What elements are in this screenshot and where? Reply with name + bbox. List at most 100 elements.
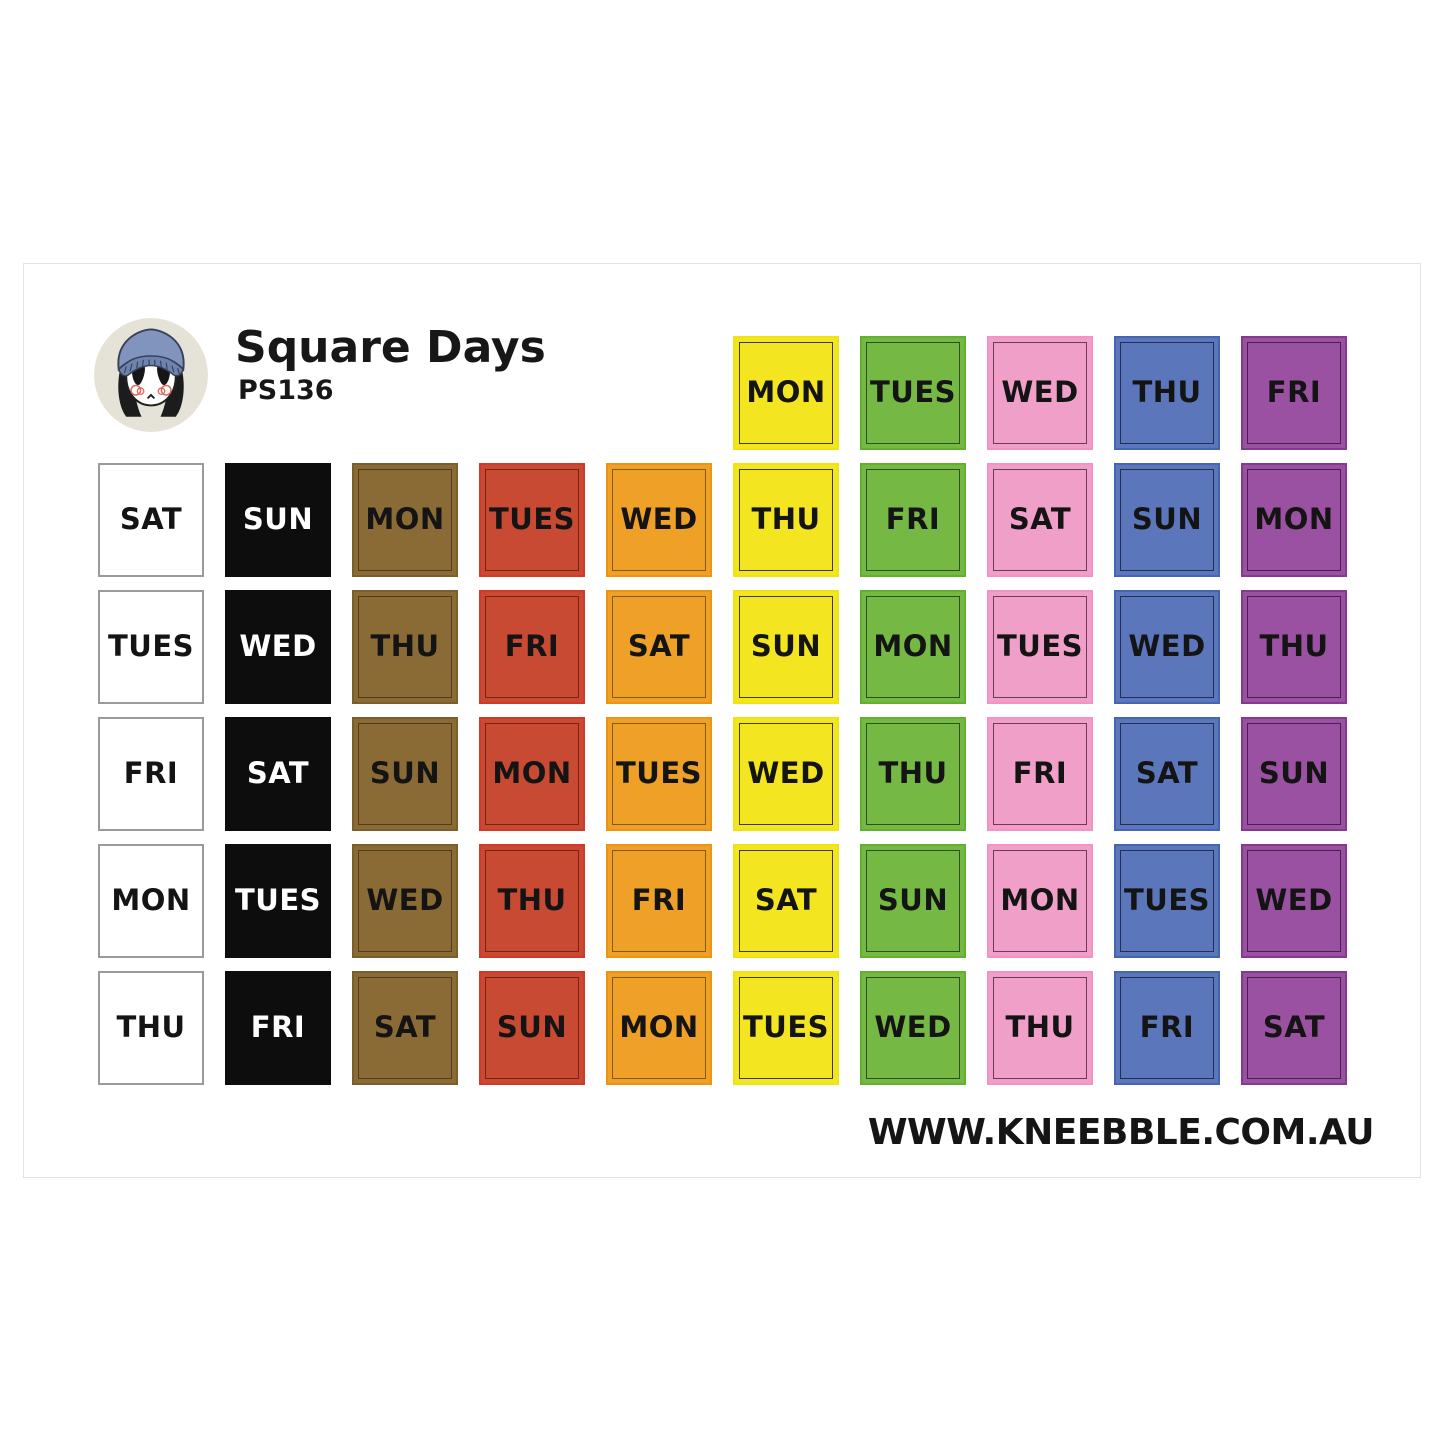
day-label: THU xyxy=(1132,374,1202,409)
day-sticker-white-fri: FRI xyxy=(98,717,204,831)
day-label: WED xyxy=(1255,882,1333,917)
day-label: TUES xyxy=(869,374,957,409)
day-sticker-red-mon: MON xyxy=(479,717,585,831)
day-sticker-pink-fri: FRI xyxy=(987,717,1093,831)
product-sku: PS136 xyxy=(238,375,334,406)
day-sticker-purple-sat: SAT xyxy=(1241,971,1347,1085)
day-sticker-black-wed: WED xyxy=(225,590,331,704)
day-label: WED xyxy=(1128,628,1206,663)
day-sticker-white-tues: TUES xyxy=(98,590,204,704)
day-label: FRI xyxy=(1012,755,1068,790)
day-sticker-pink-tues: TUES xyxy=(987,590,1093,704)
day-label: WED xyxy=(366,882,444,917)
day-label: MON xyxy=(619,1009,699,1044)
day-label: THU xyxy=(370,628,440,663)
day-label: THU xyxy=(751,501,821,536)
day-sticker-blue-sat: SAT xyxy=(1114,717,1220,831)
day-label: SUN xyxy=(369,755,441,790)
day-label: TUES xyxy=(1123,882,1211,917)
day-label: SUN xyxy=(496,1009,568,1044)
day-sticker-purple-wed: WED xyxy=(1241,844,1347,958)
day-sticker-green-sun: SUN xyxy=(860,844,966,958)
day-label: THU xyxy=(878,755,948,790)
day-label: SUN xyxy=(877,882,949,917)
day-sticker-green-thu: THU xyxy=(860,717,966,831)
day-sticker-purple-fri: FRI xyxy=(1241,336,1347,450)
day-sticker-pink-wed: WED xyxy=(987,336,1093,450)
day-sticker-black-tues: TUES xyxy=(225,844,331,958)
day-label: SUN xyxy=(242,501,314,536)
sticker-sheet: Square Days PS136 MON TUES WED THU FRI SAT SUN… xyxy=(23,263,1421,1178)
day-sticker-yellow-mon: MON xyxy=(733,336,839,450)
day-label: SAT xyxy=(246,755,310,790)
day-sticker-orange-tues: TUES xyxy=(606,717,712,831)
brand-logo xyxy=(94,318,208,432)
day-sticker-black-sun: SUN xyxy=(225,463,331,577)
day-label: SAT xyxy=(627,628,691,663)
day-label: FRI xyxy=(885,501,941,536)
day-sticker-green-tues: TUES xyxy=(860,336,966,450)
day-label: THU xyxy=(1005,1009,1075,1044)
day-sticker-purple-sun: SUN xyxy=(1241,717,1347,831)
day-label: FRI xyxy=(250,1009,306,1044)
day-label: SAT xyxy=(119,501,183,536)
day-sticker-red-sun: SUN xyxy=(479,971,585,1085)
day-label: THU xyxy=(497,882,567,917)
day-label: SAT xyxy=(1008,501,1072,536)
day-sticker-blue-sun: SUN xyxy=(1114,463,1220,577)
day-sticker-white-mon: MON xyxy=(98,844,204,958)
day-sticker-green-mon: MON xyxy=(860,590,966,704)
day-sticker-blue-tues: TUES xyxy=(1114,844,1220,958)
day-sticker-white-sat: SAT xyxy=(98,463,204,577)
girl-with-beanie-avatar-icon xyxy=(94,318,208,432)
day-label: SAT xyxy=(754,882,818,917)
day-sticker-brown-wed: WED xyxy=(352,844,458,958)
day-label: WED xyxy=(874,1009,952,1044)
day-sticker-black-sat: SAT xyxy=(225,717,331,831)
day-sticker-blue-wed: WED xyxy=(1114,590,1220,704)
day-label: TUES xyxy=(488,501,576,536)
day-label: THU xyxy=(1259,628,1329,663)
day-sticker-orange-sat: SAT xyxy=(606,590,712,704)
day-label: SUN xyxy=(1131,501,1203,536)
day-label: SAT xyxy=(1135,755,1199,790)
day-sticker-green-wed: WED xyxy=(860,971,966,1085)
day-label: FRI xyxy=(1266,374,1322,409)
day-sticker-orange-fri: FRI xyxy=(606,844,712,958)
day-sticker-pink-sat: SAT xyxy=(987,463,1093,577)
website-url: WWW.KNEEBBLE.COM.AU xyxy=(867,1112,1375,1153)
day-sticker-yellow-tues: TUES xyxy=(733,971,839,1085)
day-sticker-brown-sat: SAT xyxy=(352,971,458,1085)
day-label: FRI xyxy=(1139,1009,1195,1044)
day-label: WED xyxy=(747,755,825,790)
day-sticker-pink-mon: MON xyxy=(987,844,1093,958)
day-label: TUES xyxy=(234,882,322,917)
day-sticker-brown-thu: THU xyxy=(352,590,458,704)
day-sticker-purple-mon: MON xyxy=(1241,463,1347,577)
day-label: MON xyxy=(365,501,445,536)
day-label: SUN xyxy=(750,628,822,663)
day-label: WED xyxy=(1001,374,1079,409)
day-label: TUES xyxy=(107,628,195,663)
day-label: WED xyxy=(620,501,698,536)
day-label: MON xyxy=(873,628,953,663)
day-label: THU xyxy=(116,1009,186,1044)
day-label: SAT xyxy=(1262,1009,1326,1044)
day-sticker-orange-mon: MON xyxy=(606,971,712,1085)
day-sticker-brown-sun: SUN xyxy=(352,717,458,831)
day-label: TUES xyxy=(996,628,1084,663)
day-label: TUES xyxy=(615,755,703,790)
day-label: WED xyxy=(239,628,317,663)
day-label: FRI xyxy=(123,755,179,790)
day-label: MON xyxy=(492,755,572,790)
day-label: FRI xyxy=(504,628,560,663)
day-sticker-red-fri: FRI xyxy=(479,590,585,704)
day-sticker-yellow-thu: THU xyxy=(733,463,839,577)
day-label: SUN xyxy=(1258,755,1330,790)
day-label: MON xyxy=(1254,501,1334,536)
day-sticker-red-thu: THU xyxy=(479,844,585,958)
day-label: MON xyxy=(1000,882,1080,917)
day-sticker-black-fri: FRI xyxy=(225,971,331,1085)
day-sticker-blue-thu: THU xyxy=(1114,336,1220,450)
